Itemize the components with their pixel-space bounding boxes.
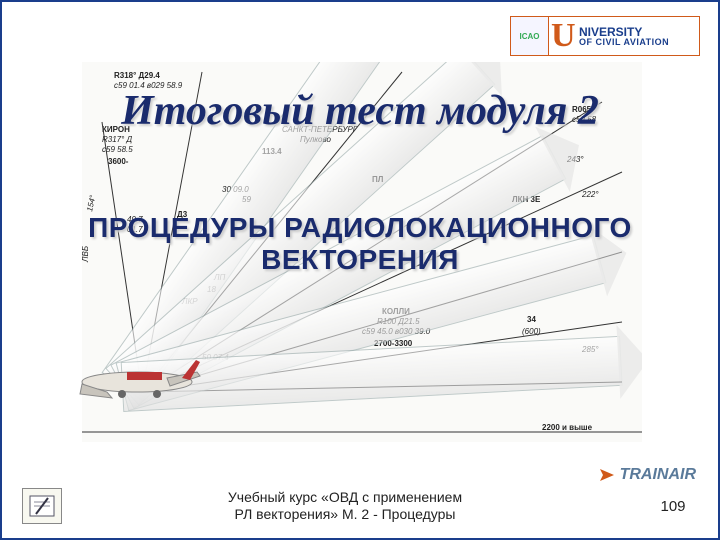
document-icon	[22, 488, 62, 524]
slide: ICAO U NIVERSITY OF CIVIL AVIATION R318°…	[0, 0, 720, 540]
logo-letter: U	[549, 19, 579, 53]
lbl-kiron4: 3600-	[108, 157, 129, 166]
university-logo: ICAO U NIVERSITY OF CIVIL AVIATION	[510, 16, 700, 56]
slide-title: Итоговый тест модуля 2	[2, 87, 718, 135]
trainair-text: TRAINAIR	[620, 466, 696, 484]
trainair-icon	[598, 467, 616, 483]
course-footer: Учебный курс «ОВД с применением РЛ векто…	[62, 489, 628, 523]
footer: Учебный курс «ОВД с применением РЛ векто…	[2, 488, 718, 524]
lbl-2200: 2200 и выше	[542, 423, 593, 432]
course-line1: Учебный курс «ОВД с применением	[228, 489, 462, 505]
lbl-34: 34	[527, 315, 536, 324]
lbl-r318: R318° Д29.4	[114, 71, 160, 80]
icao-icon: ICAO	[511, 17, 549, 55]
page-number: 109	[628, 498, 718, 515]
subtitle-line1: ПРОЦЕДУРЫ РАДИОЛОКАЦИОННОГО	[88, 212, 632, 243]
slide-subtitle: ПРОЦЕДУРЫ РАДИОЛОКАЦИОННОГО ВЕКТОРЕНИЯ	[2, 212, 718, 276]
aircraft-icon	[72, 342, 202, 412]
trainair-logo: TRAINAIR	[598, 466, 696, 484]
lbl-154: 154°	[85, 194, 97, 213]
logo-text: NIVERSITY OF CIVIL AVIATION	[579, 26, 669, 47]
lbl-kiron3: с59 58.5	[102, 145, 133, 154]
lbl-222: 222°	[581, 190, 599, 199]
course-line2: РЛ векторения» М. 2 - Процедуры	[235, 506, 456, 522]
lbl-600: (600)	[522, 327, 541, 336]
lbl-kiron2: R317° Д	[102, 135, 133, 144]
subtitle-line2: ВЕКТОРЕНИЯ	[261, 244, 459, 275]
logo-line2: OF CIVIL AVIATION	[579, 38, 669, 47]
